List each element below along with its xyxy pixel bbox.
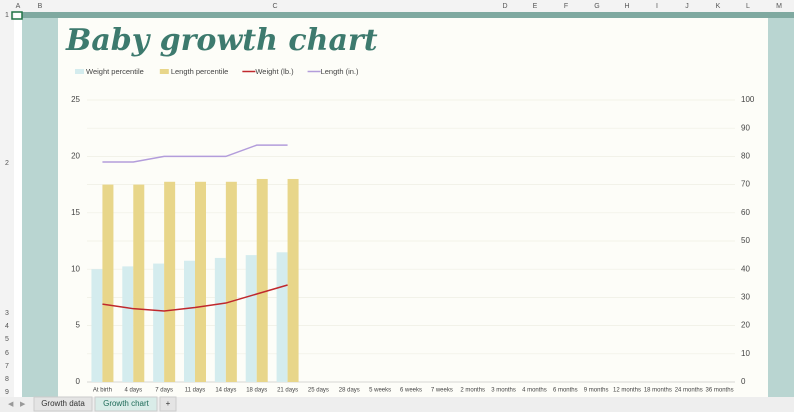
x-tick-label: 7 weeks bbox=[431, 388, 453, 394]
x-tick-label: At birth bbox=[93, 388, 112, 394]
bar bbox=[122, 266, 134, 382]
legend-label: Weight (lb.) bbox=[255, 67, 294, 76]
row-header[interactable]: 4 bbox=[5, 323, 9, 330]
x-tick-label: 18 months bbox=[644, 388, 672, 394]
row-header[interactable]: 8 bbox=[5, 376, 9, 383]
x-tick-label: 11 days bbox=[185, 388, 206, 394]
legend-swatch bbox=[159, 69, 169, 74]
bar bbox=[256, 178, 268, 382]
x-tick-label: 7 days bbox=[155, 388, 173, 394]
y2-tick-label: 20 bbox=[741, 321, 750, 330]
column-header[interactable]: B bbox=[38, 3, 43, 10]
column-header[interactable]: G bbox=[594, 3, 599, 10]
x-tick-label: 4 days bbox=[124, 388, 142, 394]
sheet-tab-label[interactable]: + bbox=[166, 399, 171, 408]
y-tick-label: 5 bbox=[76, 321, 81, 330]
bar bbox=[225, 181, 237, 382]
sheet-tab[interactable] bbox=[33, 396, 93, 412]
legend-label: Length percentile bbox=[171, 67, 229, 76]
y2-tick-label: 40 bbox=[741, 264, 750, 273]
bar bbox=[287, 178, 299, 382]
bar bbox=[276, 252, 288, 382]
y2-tick-label: 0 bbox=[741, 377, 746, 386]
tab-scroll-right[interactable]: ▶ bbox=[20, 401, 26, 408]
selected-cell bbox=[11, 11, 23, 20]
bar bbox=[133, 184, 145, 382]
chart-title: Baby growth chart bbox=[65, 23, 378, 58]
y2-tick-label: 70 bbox=[741, 180, 750, 189]
column-header[interactable]: E bbox=[533, 3, 538, 10]
y-tick-label: 0 bbox=[76, 377, 81, 386]
bar bbox=[164, 181, 176, 382]
sheet-tab-label[interactable]: Growth data bbox=[41, 399, 85, 408]
sheet-tab[interactable] bbox=[159, 396, 177, 412]
y2-tick-label: 90 bbox=[741, 123, 750, 132]
tab-scroll-left[interactable]: ◀ bbox=[8, 401, 14, 408]
row-header-bar bbox=[0, 12, 14, 397]
column-header[interactable]: K bbox=[716, 3, 721, 10]
chart-area bbox=[58, 18, 768, 397]
x-tick-label: 9 months bbox=[584, 388, 609, 394]
column-header[interactable]: L bbox=[746, 3, 750, 10]
bar bbox=[245, 255, 257, 382]
x-tick-label: 25 days bbox=[308, 388, 329, 394]
x-tick-label: 6 weeks bbox=[400, 388, 422, 394]
y-tick-label: 10 bbox=[71, 264, 80, 273]
x-tick-label: 3 months bbox=[491, 388, 516, 394]
x-tick-label: 14 days bbox=[215, 388, 236, 394]
bar bbox=[153, 263, 165, 382]
bar bbox=[214, 257, 226, 382]
column-header[interactable]: M bbox=[776, 3, 782, 10]
x-tick-label: 6 months bbox=[553, 388, 578, 394]
x-tick-label: 2 months bbox=[460, 388, 485, 394]
line bbox=[102, 144, 288, 163]
y2-tick-label: 10 bbox=[741, 349, 750, 358]
x-tick-label: 12 months bbox=[613, 388, 641, 394]
legend-label: Length (in.) bbox=[321, 67, 359, 76]
row-header[interactable]: 7 bbox=[5, 363, 9, 370]
column-header[interactable]: F bbox=[564, 3, 568, 10]
y-tick-label: 25 bbox=[71, 95, 80, 104]
row-header[interactable]: 9 bbox=[5, 389, 9, 396]
y2-tick-label: 100 bbox=[741, 95, 755, 104]
column-header[interactable]: J bbox=[685, 3, 689, 10]
row-header[interactable]: 5 bbox=[5, 336, 9, 343]
y2-tick-label: 60 bbox=[741, 208, 750, 217]
legend-swatch bbox=[75, 69, 84, 74]
y2-tick-label: 50 bbox=[741, 236, 750, 245]
y-tick-label: 15 bbox=[71, 208, 80, 217]
bar bbox=[195, 181, 206, 382]
x-tick-label: 21 days bbox=[277, 388, 298, 394]
bar bbox=[184, 260, 195, 382]
top-band bbox=[22, 12, 794, 18]
tab-bar bbox=[0, 397, 794, 412]
x-tick-label: 4 months bbox=[522, 388, 547, 394]
x-tick-label: 24 months bbox=[675, 388, 703, 394]
x-tick-label: 36 months bbox=[706, 388, 734, 394]
bar bbox=[91, 269, 103, 382]
legend-label: Weight percentile bbox=[86, 67, 144, 76]
column-header-bar bbox=[0, 0, 794, 12]
row-header[interactable]: 6 bbox=[5, 350, 9, 357]
row-header[interactable]: 1 bbox=[5, 12, 9, 19]
bar bbox=[102, 184, 114, 382]
column-header[interactable]: H bbox=[624, 3, 629, 10]
column-header[interactable]: A bbox=[16, 3, 21, 10]
x-tick-label: 18 days bbox=[246, 388, 267, 394]
line bbox=[102, 284, 288, 312]
y2-tick-label: 80 bbox=[741, 152, 750, 161]
column-header[interactable]: D bbox=[502, 3, 507, 10]
y2-tick-label: 30 bbox=[741, 293, 750, 302]
sheet-tab-label[interactable]: Growth chart bbox=[103, 399, 150, 408]
row-header[interactable]: 3 bbox=[5, 310, 9, 317]
y-tick-label: 20 bbox=[71, 152, 80, 161]
sheet-tab[interactable] bbox=[94, 396, 158, 412]
column-header[interactable]: C bbox=[272, 3, 277, 10]
x-tick-label: 5 weeks bbox=[369, 388, 391, 394]
x-tick-label: 28 days bbox=[339, 388, 360, 394]
row-header[interactable]: 2 bbox=[5, 160, 9, 167]
column-header[interactable]: I bbox=[656, 3, 658, 10]
